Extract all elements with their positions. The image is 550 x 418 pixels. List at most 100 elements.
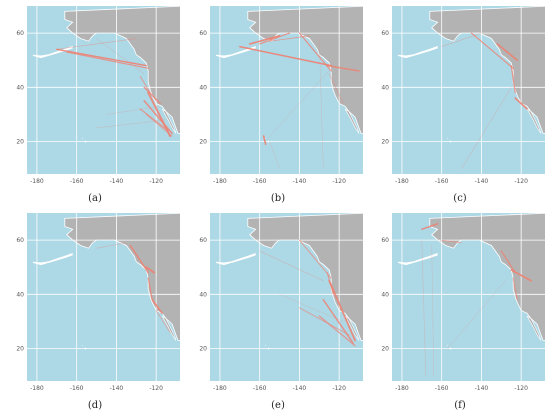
map-svg: -180 -160 -140 -120 20 40 60 bbox=[199, 213, 363, 392]
x-tick-label: -160 bbox=[435, 178, 449, 185]
x-tick-label: -160 bbox=[70, 385, 84, 392]
route-line bbox=[147, 277, 153, 301]
route-line bbox=[431, 245, 434, 376]
hawaii-island bbox=[81, 137, 83, 139]
route-line bbox=[318, 315, 356, 347]
x-tick-label: -140 bbox=[475, 178, 489, 185]
route-line bbox=[319, 38, 324, 169]
route-line bbox=[56, 38, 137, 50]
route-line bbox=[66, 51, 149, 69]
panel-caption: (d) bbox=[87, 400, 103, 411]
panel-caption: (e) bbox=[271, 400, 285, 411]
y-tick-label: 60 bbox=[381, 237, 389, 244]
route-line bbox=[96, 242, 127, 249]
route-line bbox=[96, 38, 145, 74]
x-tick-label: -180 bbox=[30, 385, 44, 392]
y-tick-label: 60 bbox=[199, 237, 207, 244]
route-line bbox=[259, 250, 324, 282]
x-tick-label: -160 bbox=[70, 178, 84, 185]
route-line bbox=[298, 239, 332, 279]
map-panel-d: -180 -160 -140 -120 20 40 60 (d) bbox=[5, 210, 185, 418]
panel-caption: (c) bbox=[453, 193, 467, 204]
route-line bbox=[155, 310, 171, 333]
y-tick-label: 60 bbox=[199, 30, 207, 37]
route-line bbox=[259, 32, 291, 45]
y-tick-label: 60 bbox=[381, 30, 389, 37]
route-line bbox=[326, 64, 360, 72]
map-panel-e: -180 -160 -140 -120 20 40 60 (e) bbox=[188, 210, 368, 418]
baja-land bbox=[161, 315, 177, 341]
hawaii-island bbox=[77, 135, 79, 137]
north-america-land bbox=[247, 213, 363, 341]
hawaii-island bbox=[446, 137, 448, 139]
y-tick-label: 20 bbox=[16, 345, 24, 352]
x-tick-label: -120 bbox=[514, 178, 528, 185]
x-tick-label: -140 bbox=[293, 178, 307, 185]
route-line bbox=[421, 239, 427, 376]
route-line bbox=[447, 280, 506, 349]
x-tick-label: -180 bbox=[30, 178, 44, 185]
x-tick-label: -140 bbox=[293, 385, 307, 392]
hawaii-island bbox=[446, 344, 448, 346]
route-line bbox=[143, 86, 161, 105]
north-america-land bbox=[64, 213, 180, 341]
route-line bbox=[151, 298, 163, 315]
x-tick-label: -180 bbox=[395, 178, 409, 185]
panel-caption: (b) bbox=[270, 193, 286, 204]
y-tick-label: 20 bbox=[199, 138, 207, 145]
route-line bbox=[496, 43, 518, 61]
y-tick-label: 40 bbox=[381, 291, 389, 298]
hawaii-island bbox=[264, 137, 266, 139]
route-line bbox=[421, 223, 439, 230]
route-line bbox=[56, 48, 147, 67]
x-tick-label: -140 bbox=[110, 385, 124, 392]
north-america-land bbox=[429, 6, 545, 134]
y-tick-label: 40 bbox=[16, 84, 24, 91]
route-line bbox=[269, 141, 280, 169]
route-line bbox=[248, 35, 281, 45]
route-line bbox=[512, 277, 518, 301]
route-line bbox=[139, 108, 169, 132]
route-line bbox=[322, 298, 354, 344]
route-line bbox=[328, 279, 356, 342]
y-tick-label: 20 bbox=[199, 345, 207, 352]
x-tick-label: -120 bbox=[149, 385, 163, 392]
route-line bbox=[514, 97, 528, 110]
hawaii-island bbox=[442, 342, 444, 344]
hawaii-island bbox=[442, 135, 444, 137]
panel-caption: (a) bbox=[88, 193, 102, 204]
x-tick-label: -160 bbox=[253, 385, 267, 392]
route-line bbox=[129, 244, 149, 274]
route-line bbox=[510, 269, 532, 282]
x-tick-label: -120 bbox=[514, 385, 528, 392]
hawaii-island bbox=[77, 342, 79, 344]
route-line bbox=[106, 106, 161, 115]
map-panel-a: -180 -160 -140 -120 20 40 60 (a) bbox=[5, 3, 185, 211]
map-panel-f: -180 -160 -140 -120 20 40 60 (f) bbox=[370, 210, 550, 418]
route-line bbox=[298, 32, 332, 72]
panel-caption: (f) bbox=[454, 400, 466, 411]
route-line bbox=[145, 266, 156, 274]
route-line bbox=[470, 32, 514, 69]
route-line bbox=[328, 73, 344, 104]
route-line bbox=[326, 272, 334, 295]
route-line bbox=[267, 68, 332, 140]
x-tick-label: -140 bbox=[475, 385, 489, 392]
route-line bbox=[500, 250, 516, 274]
x-tick-label: -120 bbox=[149, 178, 163, 185]
hawaii-island bbox=[260, 342, 262, 344]
route-line bbox=[441, 32, 482, 47]
route-line bbox=[96, 119, 167, 129]
hawaii-island bbox=[264, 344, 266, 346]
x-tick-label: -160 bbox=[253, 178, 267, 185]
y-tick-label: 40 bbox=[16, 291, 24, 298]
map-svg: -180 -160 -140 -120 20 40 60 bbox=[16, 6, 180, 185]
baja-land bbox=[526, 315, 542, 341]
map-panel-c: -180 -160 -140 -120 20 40 60 (c) bbox=[370, 3, 550, 211]
route-line bbox=[143, 100, 173, 135]
y-tick-label: 20 bbox=[16, 138, 24, 145]
map-panel-b: -180 -160 -140 -120 20 40 60 (b) bbox=[188, 3, 368, 211]
x-tick-label: -180 bbox=[395, 385, 409, 392]
map-svg: -180 -160 -140 -120 20 40 60 bbox=[381, 6, 545, 185]
y-tick-label: 20 bbox=[381, 138, 389, 145]
